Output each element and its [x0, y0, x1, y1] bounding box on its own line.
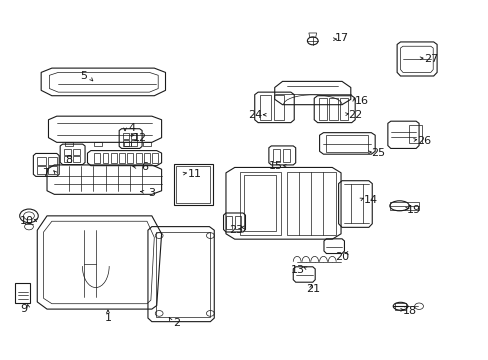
Bar	[408, 126, 421, 143]
Text: 12: 12	[132, 133, 146, 143]
Text: 26: 26	[416, 136, 430, 146]
Text: 13: 13	[290, 265, 305, 275]
Bar	[225, 216, 232, 229]
Text: 25: 25	[371, 148, 385, 158]
Text: 23: 23	[229, 225, 243, 235]
Bar	[239, 172, 281, 234]
Bar	[282, 149, 289, 162]
Bar	[156, 231, 210, 317]
Bar	[394, 303, 406, 310]
Bar	[73, 156, 80, 162]
Bar	[119, 153, 125, 163]
Text: 24: 24	[247, 110, 262, 120]
Text: 6: 6	[141, 162, 148, 172]
Bar	[260, 95, 270, 120]
Bar	[273, 95, 284, 120]
Text: 11: 11	[187, 168, 202, 179]
Bar	[102, 153, 108, 163]
Text: 2: 2	[172, 319, 180, 328]
Text: 17: 17	[334, 33, 348, 43]
Bar	[48, 157, 57, 165]
Text: 10: 10	[20, 216, 34, 226]
Bar	[73, 149, 80, 155]
Bar	[37, 166, 46, 174]
Bar	[64, 156, 71, 162]
Bar	[326, 135, 367, 152]
Bar	[339, 98, 347, 120]
Text: 15: 15	[269, 161, 283, 171]
Text: 16: 16	[354, 96, 368, 106]
Bar	[136, 153, 142, 163]
Bar	[389, 202, 418, 210]
Bar	[127, 153, 133, 163]
Text: 21: 21	[305, 284, 319, 294]
Bar	[329, 98, 337, 120]
Bar	[176, 166, 210, 203]
Bar	[173, 164, 212, 205]
Text: 4: 4	[128, 123, 136, 133]
Text: 5: 5	[80, 71, 87, 81]
Bar	[234, 216, 241, 229]
Bar	[37, 157, 46, 165]
Text: 18: 18	[403, 306, 416, 316]
Bar	[131, 133, 137, 139]
Bar	[111, 153, 117, 163]
Text: 1: 1	[104, 313, 111, 323]
Bar	[94, 141, 102, 146]
Bar	[318, 98, 326, 120]
Bar	[143, 141, 151, 146]
Bar	[144, 153, 150, 163]
Text: 22: 22	[348, 111, 362, 121]
Bar	[272, 149, 280, 162]
Bar	[15, 283, 30, 303]
Text: 9: 9	[20, 304, 28, 314]
Text: 27: 27	[423, 54, 437, 64]
Text: 19: 19	[407, 206, 420, 216]
Bar	[287, 172, 335, 234]
Bar	[123, 133, 129, 139]
Text: 8: 8	[65, 155, 72, 165]
Bar	[65, 141, 73, 146]
Bar	[152, 153, 158, 163]
Bar	[123, 141, 131, 146]
Text: 20: 20	[334, 252, 348, 262]
Bar	[123, 140, 129, 146]
Text: 3: 3	[148, 188, 155, 198]
Bar	[94, 153, 100, 163]
Bar	[48, 166, 57, 174]
Bar	[131, 140, 137, 146]
Text: 7: 7	[42, 168, 49, 178]
Bar	[64, 149, 71, 155]
Bar	[244, 175, 276, 231]
Text: 14: 14	[364, 195, 378, 205]
